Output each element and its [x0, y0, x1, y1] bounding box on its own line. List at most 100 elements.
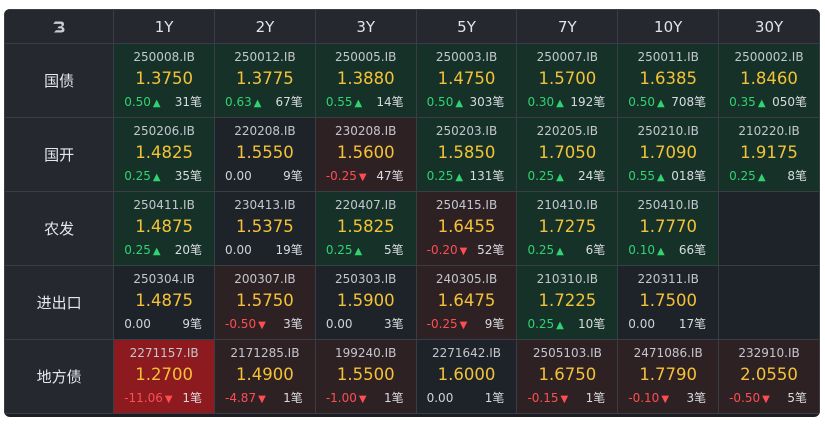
yield-change-value: -1.00 — [325, 390, 357, 405]
bond-code: 220208.IB — [234, 124, 296, 138]
trade-count: 050笔 — [772, 95, 807, 109]
empty-cell — [718, 191, 820, 266]
yield-change-value: 0.25 — [124, 168, 151, 183]
term-header-3y[interactable]: 3Y — [314, 9, 417, 44]
term-header-1y[interactable]: 1Y — [113, 9, 216, 44]
bond-meta: 0.10 ▲ 66笔 — [619, 242, 718, 258]
bond-yield: 1.5825 — [336, 217, 395, 236]
term-header-7y[interactable]: 7Y — [516, 9, 619, 44]
bond-yield: 1.6475 — [437, 291, 496, 310]
triangle-up-icon: ▲ — [354, 245, 363, 257]
yield-change: 0.50 ▲ — [427, 95, 463, 109]
yield-change: -0.25 ▼ — [326, 169, 367, 183]
bond-meta: 0.25 ▲ 10笔 — [518, 316, 617, 332]
row-label: 进出口 — [4, 265, 115, 340]
bond-yield: 1.7090 — [639, 143, 698, 162]
bond-cell[interactable]: 240305.IB 1.6475 -0.25 ▼ 9笔 — [415, 265, 518, 340]
bond-cell[interactable]: 250203.IB 1.5850 0.25 ▲ 131笔 — [415, 117, 518, 192]
yield-change: 0.50 ▲ — [628, 95, 664, 109]
bond-cell[interactable]: 250210.IB 1.7090 0.55 ▲ 018笔 — [617, 117, 720, 192]
yield-change: 0.00 — [628, 317, 655, 331]
yield-change-value: 0.50 — [628, 94, 655, 109]
bond-meta: 0.00 19笔 — [216, 242, 315, 258]
bond-cell[interactable]: 250003.IB 1.4750 0.50 ▲ 303笔 — [415, 43, 518, 118]
bond-cell[interactable]: 232910.IB 2.0550 -0.50 ▼ 5笔 — [718, 339, 820, 414]
bond-cell[interactable]: 230208.IB 1.5600 -0.25 ▼ 47笔 — [314, 117, 417, 192]
trade-count: 018笔 — [671, 169, 707, 183]
table-row: 进出口 250304.IB 1.4875 0.00 9笔 200307.IB 1.5750 -… — [4, 265, 820, 340]
bond-cell[interactable]: 210410.IB 1.7275 0.25 ▲ 6笔 — [516, 191, 619, 266]
yield-change-value: 0.00 — [628, 316, 655, 331]
bond-cell[interactable]: 220205.IB 1.7050 0.25 ▲ 24笔 — [516, 117, 619, 192]
bond-cell[interactable]: 250303.IB 1.5900 0.00 3笔 — [314, 265, 417, 340]
trade-count: 47笔 — [376, 169, 404, 183]
bond-cell[interactable]: 250005.IB 1.3880 0.55 ▲ 14笔 — [314, 43, 417, 118]
bond-yield-grid: 1Y 2Y 3Y 5Y 7Y 10Y 30Y 国债 250008.IB 1.3750 0.50 ▲ 3… — [4, 9, 820, 414]
table-row: 农发 250411.IB 1.4875 0.25 ▲ 20笔 230413.IB 1.5375… — [4, 191, 820, 266]
yield-change: -0.50 ▼ — [225, 317, 266, 331]
bond-cell[interactable]: 2271157.IB 1.2700 -11.06 ▼ 1笔 — [113, 339, 216, 414]
bond-code: 230208.IB — [335, 124, 397, 138]
bond-yield: 2.0550 — [740, 365, 798, 384]
triangle-up-icon: ▲ — [455, 97, 464, 109]
bond-meta: 0.00 9笔 — [115, 316, 214, 332]
bond-cell[interactable]: 210310.IB 1.7225 0.25 ▲ 10笔 — [516, 265, 619, 340]
bond-cell[interactable]: 250012.IB 1.3775 0.63 ▲ 67笔 — [214, 43, 316, 118]
term-header-5y[interactable]: 5Y — [415, 9, 518, 44]
term-header-2y[interactable]: 2Y — [214, 9, 316, 44]
triangle-down-icon: ▼ — [258, 319, 266, 331]
trade-count: 1笔 — [283, 391, 303, 405]
bond-code: 250304.IB — [133, 272, 195, 286]
bond-code: 200307.IB — [234, 272, 296, 286]
bond-cell[interactable]: 199240.IB 1.5500 -1.00 ▼ 1笔 — [314, 339, 417, 414]
bond-yield: 1.6750 — [538, 365, 597, 384]
bond-cell[interactable]: 250411.IB 1.4875 0.25 ▲ 20笔 — [113, 191, 216, 266]
bond-cell[interactable]: 250206.IB 1.4825 0.25 ▲ 35笔 — [113, 117, 216, 192]
yield-change: 0.10 ▲ — [628, 243, 664, 257]
bond-cell[interactable]: 220208.IB 1.5550 0.00 9笔 — [214, 117, 316, 192]
bond-cell[interactable]: 250304.IB 1.4875 0.00 9笔 — [113, 265, 216, 340]
term-header-30y[interactable]: 30Y — [718, 9, 820, 44]
bond-code: 210220.IB — [738, 124, 800, 138]
yield-change: -11.06 ▼ — [124, 391, 172, 405]
bond-cell[interactable]: 2500002.IB 1.8460 0.35 ▲ 050笔 — [718, 43, 820, 118]
bond-meta: 0.25 ▲ 8笔 — [720, 168, 819, 184]
trade-count: 66笔 — [678, 243, 707, 257]
yield-change-value: -0.25 — [325, 168, 357, 183]
bond-cell[interactable]: 200307.IB 1.5750 -0.50 ▼ 3笔 — [214, 265, 316, 340]
bond-cell[interactable]: 250007.IB 1.5700 0.30 ▲ 192笔 — [516, 43, 619, 118]
bond-cell[interactable]: 250011.IB 1.6385 0.50 ▲ 708笔 — [617, 43, 720, 118]
bond-meta: 0.55 ▲ 14笔 — [316, 94, 415, 110]
trade-count: 17笔 — [678, 317, 707, 331]
bond-yield: 1.2700 — [135, 365, 193, 384]
bond-cell[interactable]: 250415.IB 1.6455 -0.20 ▼ 52笔 — [415, 191, 518, 266]
bond-cell[interactable]: 230413.IB 1.5375 0.00 19笔 — [214, 191, 316, 266]
bond-cell[interactable]: 250008.IB 1.3750 0.50 ▲ 31笔 — [113, 43, 216, 118]
yield-change: 0.25 ▲ — [427, 169, 463, 183]
bond-cell[interactable]: 250410.IB 1.7770 0.10 ▲ 66笔 — [617, 191, 720, 266]
bond-cell[interactable]: 220407.IB 1.5825 0.25 ▲ 5笔 — [314, 191, 417, 266]
bond-quote-panel: 1Y 2Y 3Y 5Y 7Y 10Y 30Y 国债 250008.IB 1.3750 0.50 ▲ 3… — [4, 9, 820, 417]
bond-meta: 0.00 9笔 — [216, 168, 315, 184]
yield-change-value: 0.25 — [527, 316, 555, 331]
bond-cell[interactable]: 2471086.IB 1.7790 -0.10 ▼ 3笔 — [617, 339, 720, 414]
bond-yield: 1.6455 — [437, 217, 496, 236]
triangle-up-icon: ▲ — [556, 319, 564, 331]
term-header-10y[interactable]: 10Y — [617, 9, 720, 44]
bond-cell[interactable]: 2171285.IB 1.4900 -4.87 ▼ 1笔 — [214, 339, 316, 414]
yield-change-value: 0.55 — [628, 168, 655, 183]
triangle-up-icon: ▲ — [556, 171, 564, 183]
bond-meta: 0.25 ▲ 20笔 — [115, 242, 214, 258]
bond-cell[interactable]: 210220.IB 1.9175 0.25 ▲ 8笔 — [718, 117, 820, 192]
bond-code: 210310.IB — [536, 272, 599, 286]
bond-cell[interactable]: 220311.IB 1.7500 0.00 17笔 — [617, 265, 720, 340]
bond-cell[interactable]: 2271642.IB 1.6000 0.00 1笔 — [415, 339, 518, 414]
trade-count: 1笔 — [585, 391, 606, 405]
yield-change: 0.00 — [427, 391, 454, 405]
bond-code: 250415.IB — [435, 198, 498, 212]
trade-count: 6笔 — [585, 243, 606, 257]
bond-cell[interactable]: 2505103.IB 1.6750 -0.15 ▼ 1笔 — [516, 339, 619, 414]
bond-yield: 1.4900 — [236, 365, 294, 384]
bond-yield: 1.9175 — [740, 143, 798, 162]
row-label: 国开 — [4, 117, 115, 192]
